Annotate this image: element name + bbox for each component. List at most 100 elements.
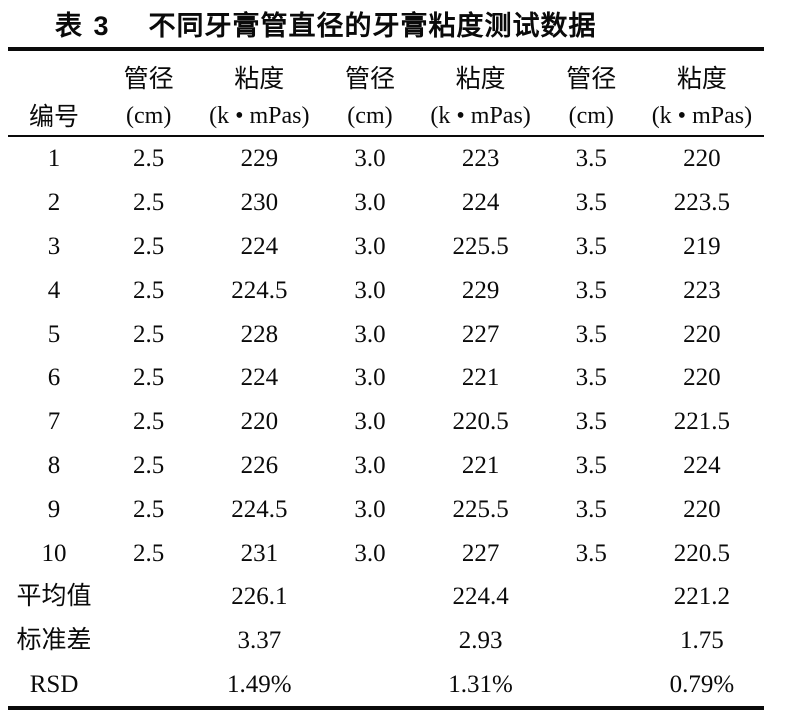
- column-unit-viscosity-2: (k • mPas): [418, 97, 543, 137]
- table-cell: 2.5: [133, 495, 165, 523]
- table-cell: 3.5: [575, 320, 607, 348]
- table-header: 编号 管径 粘度 管径 粘度 管径 粘度 (cm) (k • mPas) (cm…: [8, 49, 764, 137]
- row-label: 5: [47, 320, 61, 348]
- table-cell: 3.5: [575, 276, 607, 304]
- table-cell: 3.0: [354, 495, 386, 523]
- table-cell: 221.2: [673, 583, 731, 611]
- table-cell: 3.37: [237, 627, 282, 655]
- table-cell: 3.5: [575, 408, 607, 436]
- row-label: RSD: [29, 670, 79, 698]
- table-cell: 2.5: [133, 451, 165, 479]
- table-row: 10 2.5 231 3.0 227 3.5 220.5: [8, 531, 764, 575]
- column-header-viscosity-3: 粘度: [676, 66, 727, 93]
- table-cell: 224: [461, 189, 500, 217]
- table-cell: 220.5: [452, 408, 509, 436]
- column-header-viscosity-2: 粘度: [455, 66, 506, 93]
- table-cell: 3.0: [354, 276, 386, 304]
- table-cell: 3.0: [354, 189, 386, 217]
- row-label: 3: [47, 232, 61, 260]
- table-cell: 221: [461, 364, 500, 392]
- table-cell: 224.4: [452, 583, 509, 611]
- table-cell: 220: [683, 145, 721, 173]
- row-label: 6: [47, 364, 61, 392]
- table-cell: 224.5: [231, 495, 288, 523]
- table-cell: 3.0: [354, 408, 386, 436]
- table-cell: 2.5: [133, 320, 165, 348]
- column-unit-diameter-3: (cm): [542, 97, 640, 137]
- table-cell: 220: [683, 320, 721, 348]
- table-cell: 224: [683, 451, 721, 479]
- row-label: 7: [47, 408, 61, 436]
- table-row: RSD 1.49% 1.31% 0.79%: [8, 663, 764, 709]
- table-cell: 223: [683, 276, 721, 304]
- table-cell: 2.5: [133, 276, 165, 304]
- table-cell: 0.79%: [669, 670, 735, 698]
- column-header-diameter-1: 管径: [123, 66, 174, 93]
- table-cell: 2.5: [133, 539, 165, 567]
- table-cell: 223: [461, 145, 500, 173]
- table-cell: [321, 663, 418, 709]
- table-title: 不同牙膏管直径的牙膏粘度测试数据: [148, 11, 597, 41]
- table-row: 1 2.5 229 3.0 223 3.5 220: [8, 136, 764, 181]
- table-cell: 227: [461, 539, 500, 567]
- column-header-viscosity-1: 粘度: [234, 66, 285, 93]
- table-cell: 223.5: [673, 189, 731, 217]
- table-cell: 231: [240, 539, 279, 567]
- table-cell: 220: [683, 495, 721, 523]
- table-cell: 3.0: [354, 320, 386, 348]
- table-cell: 226: [240, 451, 279, 479]
- table-cell: 3.5: [575, 232, 607, 260]
- table-cell: 3.5: [575, 364, 607, 392]
- table-cell: 3.5: [575, 539, 607, 567]
- table-cell: 230: [240, 189, 279, 217]
- table-cell: [321, 619, 418, 663]
- table-cell: 228: [240, 320, 279, 348]
- table-row: 2 2.5 230 3.0 224 3.5 223.5: [8, 181, 764, 225]
- table-cell: 229: [240, 145, 279, 173]
- table-cell: 3.5: [575, 189, 607, 217]
- table-cell: 225.5: [452, 232, 509, 260]
- table-cell: 3.5: [575, 451, 607, 479]
- header-row-units: (cm) (k • mPas) (cm) (k • mPas) (cm) (k …: [8, 97, 764, 137]
- table-cell: 229: [461, 276, 500, 304]
- row-label: 1: [47, 145, 61, 173]
- table-row: 6 2.5 224 3.0 221 3.5 220: [8, 356, 764, 400]
- column-header-diameter-3: 管径: [566, 66, 617, 93]
- table-cell: 225.5: [452, 495, 509, 523]
- row-label: 标准差: [16, 627, 92, 655]
- table-cell: 220.5: [673, 539, 731, 567]
- row-label: 平均值: [16, 583, 92, 611]
- table-cell: 3.0: [354, 364, 386, 392]
- table-cell: 3.5: [575, 145, 607, 173]
- table-row: 9 2.5 224.5 3.0 225.5 3.5 220: [8, 487, 764, 531]
- column-unit-diameter-1: (cm): [100, 97, 198, 137]
- table-row: 3 2.5 224 3.0 225.5 3.5 219: [8, 225, 764, 269]
- table-cell: 224: [240, 364, 279, 392]
- table-cell: 1.49%: [227, 670, 292, 698]
- column-header-id: 编号: [8, 49, 101, 137]
- table-cell: [100, 619, 197, 663]
- table-row: 5 2.5 228 3.0 227 3.5 220: [8, 312, 764, 356]
- table-cell: 2.93: [458, 627, 503, 655]
- column-header-diameter-2: 管径: [344, 66, 395, 93]
- table-number-label: 表 3: [55, 11, 111, 41]
- column-unit-viscosity-3: (k • mPas): [639, 97, 764, 137]
- table-cell: 221: [461, 451, 500, 479]
- table-row: 7 2.5 220 3.0 220.5 3.5 221.5: [8, 400, 764, 444]
- table-caption: 表 3 不同牙膏管直径的牙膏粘度测试数据: [0, 0, 794, 47]
- row-label: 2: [47, 189, 61, 217]
- table-cell: [543, 619, 640, 663]
- table-cell: 2.5: [133, 364, 165, 392]
- table-cell: 226.1: [231, 583, 288, 611]
- table-row: 标准差 3.37 2.93 1.75: [8, 619, 764, 663]
- table-cell: 3.0: [354, 539, 386, 567]
- table-cell: 220: [240, 408, 279, 436]
- table-cell: 3.0: [354, 451, 386, 479]
- row-label: 4: [47, 276, 61, 304]
- table-cell: 224: [240, 232, 279, 260]
- table-cell: 2.5: [133, 189, 165, 217]
- table-cell: 2.5: [133, 232, 165, 260]
- table-row: 4 2.5 224.5 3.0 229 3.5 223: [8, 268, 764, 312]
- table-row: 8 2.5 226 3.0 221 3.5 224: [8, 444, 764, 488]
